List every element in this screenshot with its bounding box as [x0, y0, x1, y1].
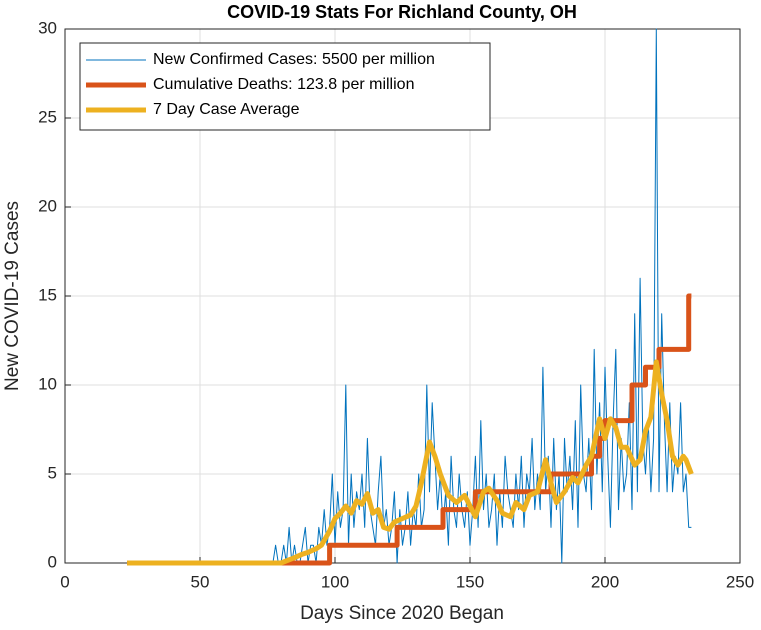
data-line [127, 359, 694, 566]
y-tick-label: 5 [48, 463, 57, 482]
y-tick-label: 25 [38, 107, 57, 126]
y-tick-label: 30 [38, 18, 57, 37]
x-axis-label: Days Since 2020 Began [300, 603, 504, 624]
y-tick-label: 10 [38, 374, 57, 393]
legend-box [79, 42, 491, 131]
y-tick-label: 20 [38, 196, 57, 215]
x-tick-label: 50 [191, 572, 210, 591]
legend-label: Cumulative Deaths: 123.8 per million [153, 76, 414, 93]
chart-title: COVID-19 Stats For Richland County, OH [227, 2, 577, 22]
x-tick-label: 250 [726, 572, 754, 591]
y-axis-label: New COVID-19 Cases [2, 201, 23, 391]
y-tick-label: 15 [38, 285, 57, 304]
x-tick-label: 150 [456, 572, 484, 591]
legend-label: 7 Day Case Average [153, 101, 300, 118]
y-tick-label: 0 [48, 552, 57, 571]
x-tick-label: 200 [591, 572, 619, 591]
x-tick-label: 0 [60, 572, 69, 591]
legend-label: New Confirmed Cases: 5500 per million [153, 51, 435, 68]
x-tick-label: 100 [321, 572, 349, 591]
plot-frame [64, 28, 741, 564]
